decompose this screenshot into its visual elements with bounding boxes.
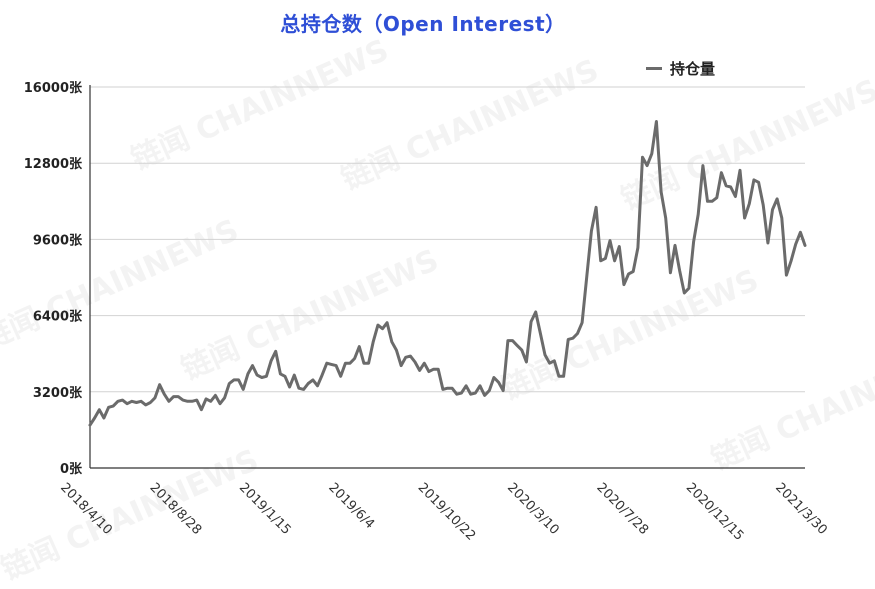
legend: 持仓量 [646, 58, 715, 79]
x-tick-label: 2019/10/22 [415, 480, 479, 544]
x-tick-label: 2019/6/4 [325, 480, 377, 532]
y-tick-label: 0张 [60, 462, 83, 477]
y-tick-label: 6400张 [33, 310, 83, 325]
y-tick-label: 12800张 [24, 157, 83, 172]
legend-swatch [646, 67, 662, 70]
x-tick-label: 2020/3/10 [504, 480, 562, 538]
x-tick-label: 2021/3/30 [772, 480, 830, 538]
y-tick-label: 9600张 [33, 233, 83, 248]
y-tick-label: 16000张 [24, 81, 83, 96]
x-tick-label: 2018/4/10 [57, 480, 115, 538]
plot-area: 0张 3200张 6400张 9600张 12800张 16000张 2018/4/10 20… [24, 81, 830, 544]
legend-label: 持仓量 [670, 60, 716, 78]
x-tick-label: 2019/1/15 [236, 480, 294, 538]
y-tick-label: 3200张 [33, 386, 83, 401]
x-tick-label: 2020/12/15 [683, 480, 747, 544]
chart-title: 总持仓数（Open Interest） [280, 12, 566, 36]
x-tick-label: 2018/8/28 [147, 480, 205, 538]
x-tick-label: 2020/7/28 [593, 480, 651, 538]
series-line [88, 120, 807, 427]
